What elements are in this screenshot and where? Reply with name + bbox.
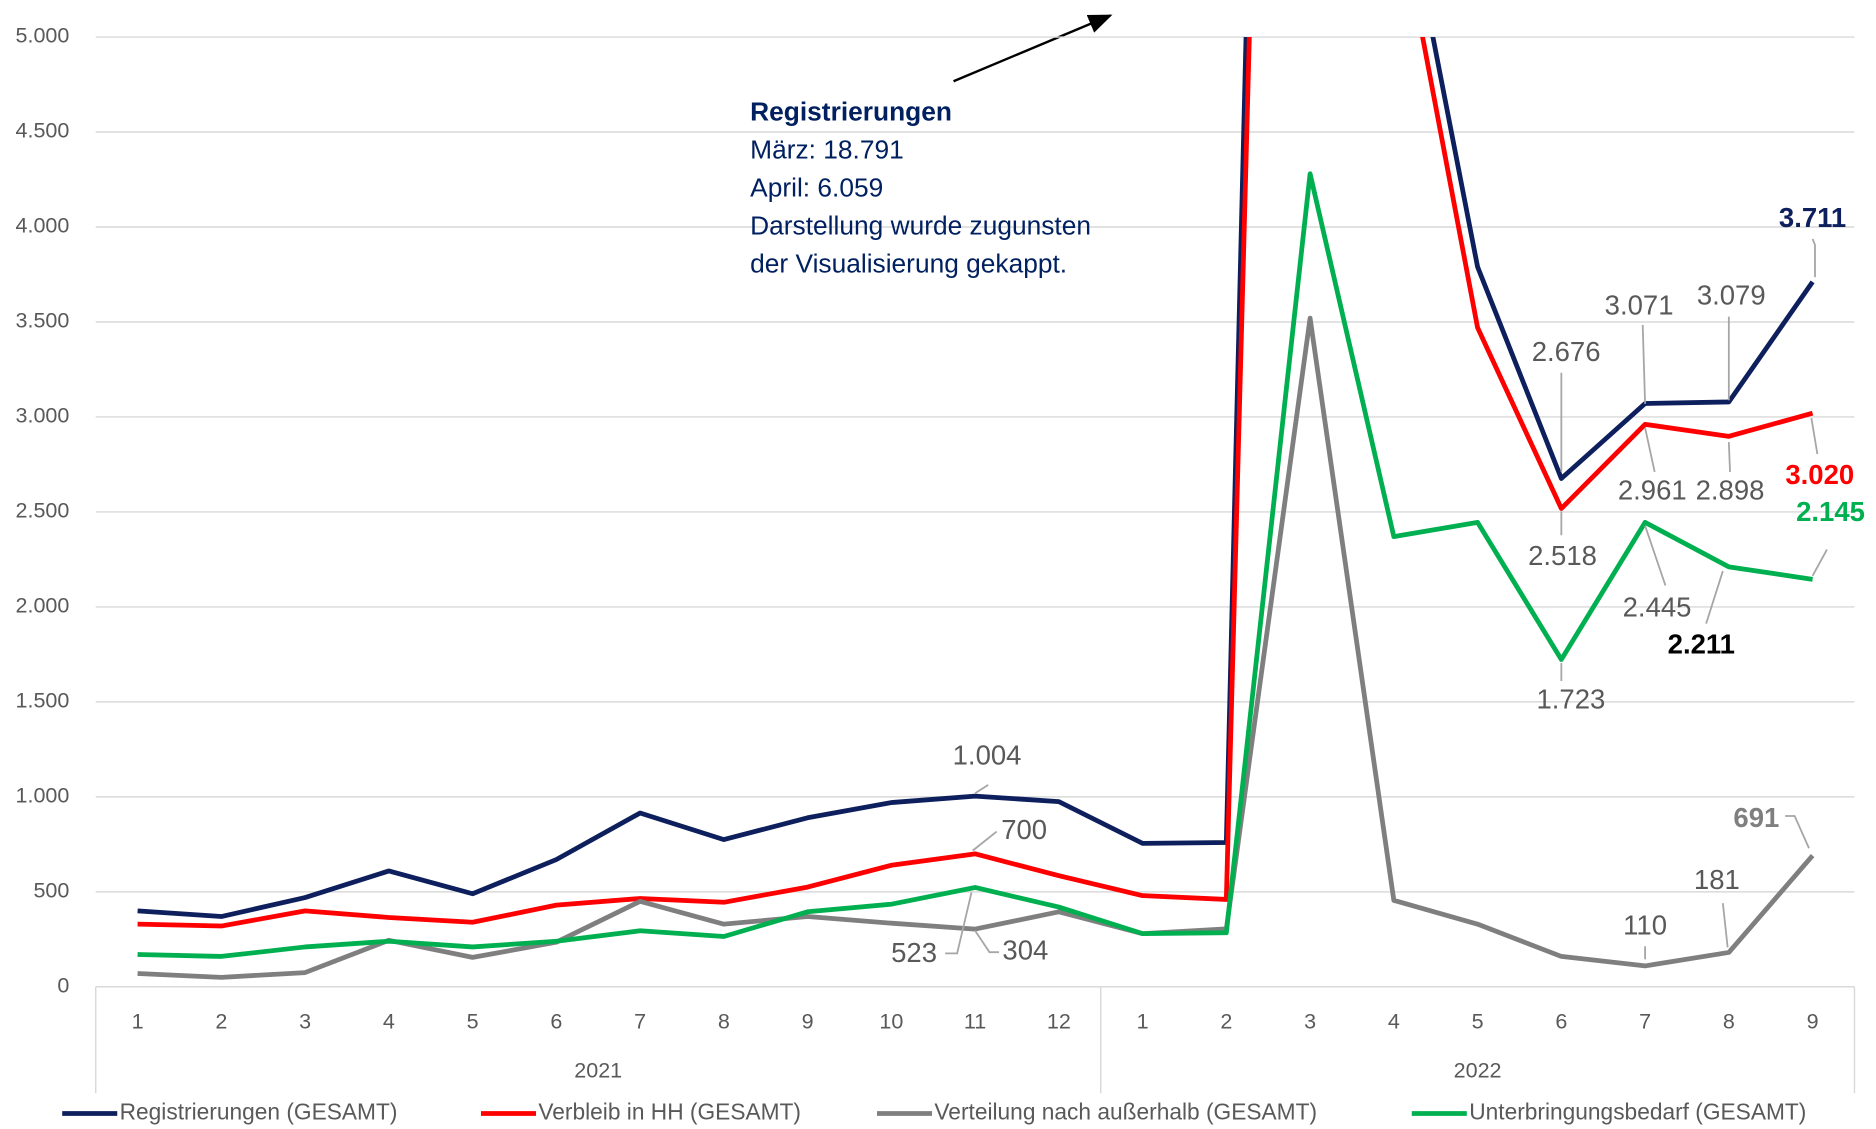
x-tick-label: 6 [1555,1009,1567,1033]
x-tick-label: 9 [1807,1009,1819,1033]
annotation-arrow [953,14,1113,83]
x-tick-label: 1 [132,1009,144,1033]
leader-line [1810,418,1819,455]
data-label: 3.020 [1785,459,1854,490]
leader-line [1785,815,1810,849]
legend-label: Registrierungen (GESAMT) [120,1098,398,1124]
x-tick-label: 11 [964,1009,986,1033]
data-label: 2.898 [1696,474,1765,505]
x-tick-label: 9 [802,1009,814,1033]
data-label: 1.004 [953,740,1022,771]
leader-line [1644,525,1667,586]
y-tick-label: 3.500 [16,309,70,333]
x-tick-label: 12 [1047,1009,1071,1033]
x-tick-label: 10 [879,1009,903,1033]
legend-label: Verteilung nach außerhalb (GESAMT) [934,1098,1317,1124]
data-label: 2.445 [1623,592,1692,623]
leader-line [974,930,1000,954]
data-label: 304 [1002,934,1048,965]
x-tick-label: 5 [467,1009,479,1033]
x-tick-label: 3 [299,1009,311,1033]
y-tick-label: 5.000 [16,24,70,48]
x-tick-label: 8 [1723,1009,1735,1033]
y-tick-label: 4.500 [16,119,70,143]
annotation-line: März: 18.791 [750,135,904,165]
data-label: 181 [1694,864,1740,895]
x-tick-label: 3 [1304,1009,1316,1033]
data-label: 3.711 [1779,202,1846,233]
leader-line [974,784,989,795]
x-tick-label: 2 [1220,1009,1232,1033]
x-tick-label: 4 [383,1009,395,1033]
legend-label: Unterbringungsbedarf (GESAMT) [1469,1098,1806,1124]
series-line [137,171,1813,959]
x-tick-label: 6 [550,1009,562,1033]
data-label: 110 [1623,909,1667,940]
y-tick-label: 1.500 [16,689,70,713]
data-label: 3.071 [1605,289,1674,320]
x-tick-label: 1 [1137,1009,1149,1033]
annotation-line: der Visualisierung gekappt. [750,248,1067,278]
data-label: 2.961 [1618,474,1687,505]
y-tick-label: 500 [33,879,69,903]
leader-line [1811,549,1828,577]
leader-line [1644,427,1656,473]
data-label: 1.723 [1536,684,1605,715]
plot-area [137,37,1815,980]
series-line [137,37,1815,919]
y-tick-label: 3.000 [16,404,70,428]
x-tick-label: 7 [634,1009,646,1033]
annotation-line: Darstellung wurde zugunsten [750,210,1091,240]
x-tick-label: 8 [718,1009,730,1033]
y-tick-label: 2.500 [16,499,70,523]
data-label: 2.518 [1528,540,1597,571]
leader-line [1705,570,1724,624]
leader-line [1721,903,1729,948]
leader-line [972,830,998,852]
x-tick-label: 2 [215,1009,227,1033]
y-tick-label: 1.000 [16,784,70,808]
leader-line [1811,238,1816,278]
data-label: 691 [1733,802,1779,833]
annotation-line: April: 6.059 [750,173,883,203]
data-label: 2.211 [1668,629,1735,660]
y-tick-label: 2.000 [16,594,70,618]
series-line [137,315,1815,980]
legend-label: Verbleib in HH (GESAMT) [538,1098,801,1124]
leader-line [1727,442,1731,472]
x-group-label: 2022 [1454,1058,1502,1082]
x-group-label: 2021 [574,1058,622,1082]
y-tick-label: 0 [57,974,69,998]
x-tick-label: 4 [1388,1009,1400,1033]
leader-line [945,892,973,955]
data-label: 700 [1001,814,1047,845]
data-label: 3.079 [1697,280,1766,311]
annotation-title: Registrierungen [750,96,952,126]
y-tick-label: 4.000 [16,214,70,238]
leader-line [1641,324,1646,404]
data-label: 2.145 [1796,496,1865,527]
x-tick-label: 5 [1472,1009,1484,1033]
data-label: 2.676 [1532,336,1601,367]
data-label: 523 [891,937,937,968]
x-tick-label: 7 [1639,1009,1651,1033]
series-line [137,37,1814,929]
